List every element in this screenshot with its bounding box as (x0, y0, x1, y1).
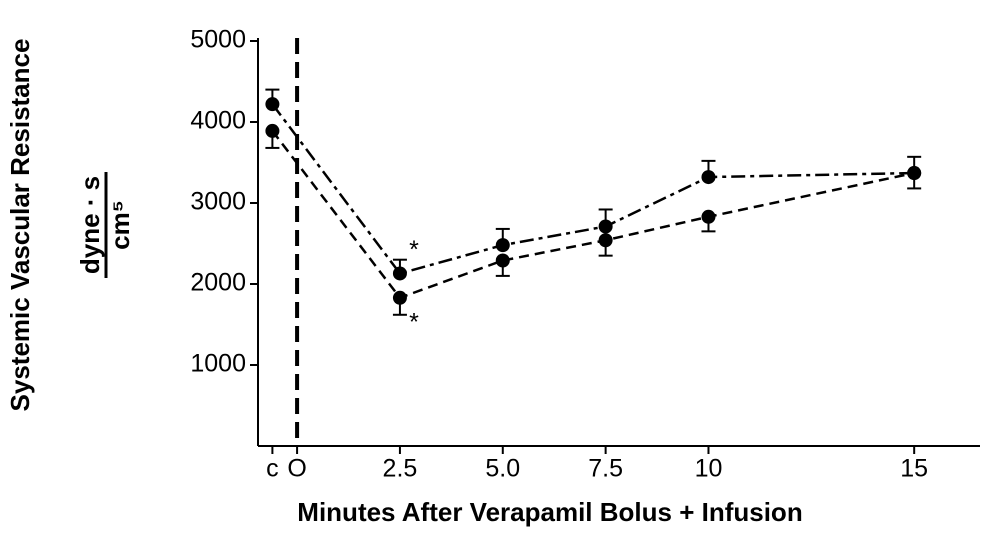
y-tick-label: 3000 (190, 188, 246, 216)
data-point (265, 97, 280, 112)
x-tick-label: 2.5 (383, 455, 418, 483)
x-tick-label: 5.0 (485, 455, 520, 483)
y-tick-label: 2000 (190, 269, 246, 297)
annotation: * (409, 308, 419, 336)
data-point (598, 219, 613, 234)
data-point (907, 166, 922, 181)
data-point (265, 123, 280, 138)
data-point (392, 266, 407, 281)
x-tick-label: c (266, 455, 279, 483)
data-point (701, 170, 716, 185)
y-unit-denominator: cm⁵ (105, 200, 135, 250)
x-tick-label: 10 (695, 455, 723, 483)
series-line (271, 103, 915, 275)
x-tick-label: O (287, 455, 306, 483)
data-point (495, 253, 510, 268)
series-line (271, 130, 915, 300)
data-point (701, 209, 716, 224)
y-tick-label: 4000 (190, 107, 246, 135)
y-axis-label: Systemic Vascular Resistance (5, 39, 35, 412)
y-tick-label: 5000 (190, 26, 246, 54)
y-tick-label: 1000 (190, 350, 246, 378)
x-tick-label: 7.5 (588, 455, 623, 483)
x-tick-label: 15 (900, 455, 928, 483)
y-unit-numerator: dyne · s (75, 176, 105, 274)
data-point (598, 233, 613, 248)
annotation: * (409, 236, 419, 264)
data-point (392, 290, 407, 305)
data-point (495, 238, 510, 253)
x-axis-label: Minutes After Verapamil Bolus + Infusion (297, 497, 802, 527)
